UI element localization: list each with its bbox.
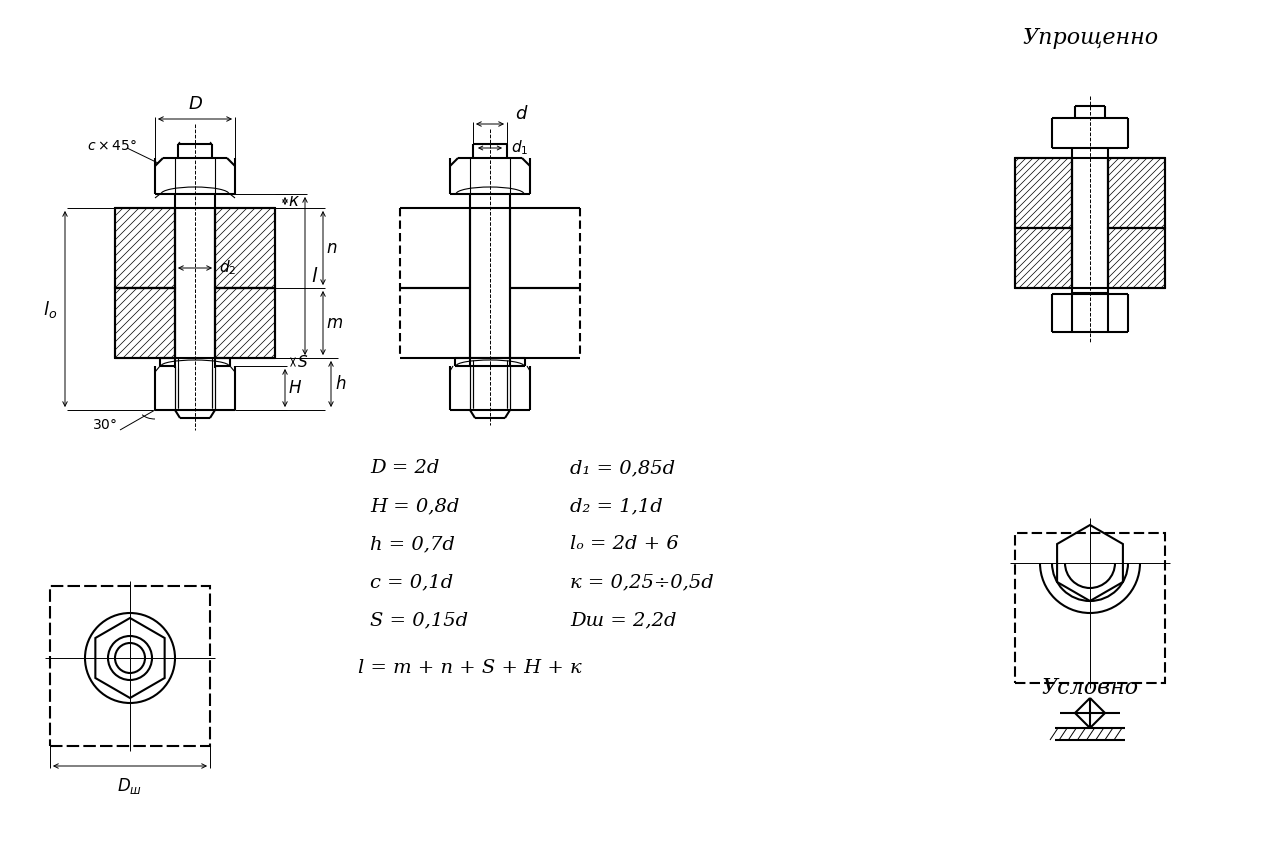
Text: Упрощенно: Упрощенно [1022, 27, 1158, 49]
Text: $d_1$: $d_1$ [511, 139, 529, 157]
Text: $l_o$: $l_o$ [43, 299, 57, 319]
Text: S = 0,15d: S = 0,15d [370, 611, 468, 629]
Text: $m$: $m$ [326, 314, 344, 332]
Text: $к$: $к$ [288, 192, 301, 210]
Text: $l$: $l$ [311, 267, 318, 286]
Text: $d_2$: $d_2$ [219, 258, 236, 277]
Text: $D_ш$: $D_ш$ [118, 776, 142, 796]
Text: $c \times 45°$: $c \times 45°$ [87, 139, 137, 153]
Text: $h$: $h$ [335, 375, 346, 393]
Text: lₒ = 2d + 6: lₒ = 2d + 6 [571, 535, 678, 553]
Text: D: D [188, 95, 202, 113]
Text: $H$: $H$ [288, 379, 302, 397]
Text: Dш = 2,2d: Dш = 2,2d [571, 611, 677, 629]
Text: H = 0,8d: H = 0,8d [370, 497, 459, 515]
Text: D = 2d: D = 2d [370, 459, 440, 477]
Text: к = 0,25÷0,5d: к = 0,25÷0,5d [571, 573, 714, 591]
Text: $d$: $d$ [515, 105, 529, 123]
Text: $n$: $n$ [326, 239, 337, 257]
Text: c = 0,1d: c = 0,1d [370, 573, 453, 591]
Text: d₁ = 0,85d: d₁ = 0,85d [571, 459, 675, 477]
Text: $30°$: $30°$ [91, 418, 117, 432]
Text: Условно: Условно [1041, 677, 1139, 699]
Text: h = 0,7d: h = 0,7d [370, 535, 455, 553]
Text: $S$: $S$ [297, 354, 308, 370]
Text: d₂ = 1,1d: d₂ = 1,1d [571, 497, 663, 515]
Text: l = m + n + S + H + к: l = m + n + S + H + к [358, 659, 582, 677]
